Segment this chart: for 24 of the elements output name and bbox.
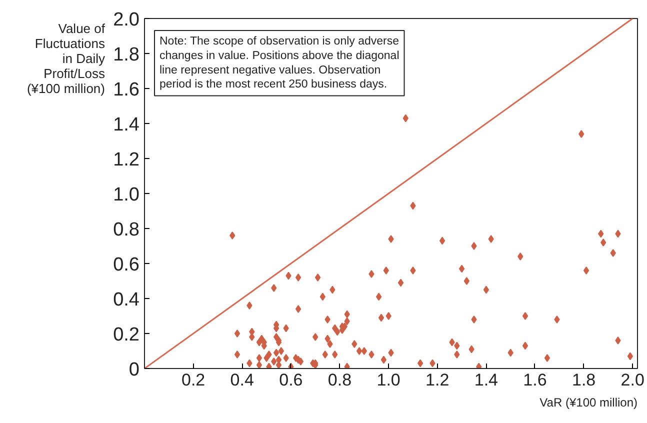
x-tick-label: 1.2 [426,370,450,390]
y-tick-label: 0.4 [113,290,140,310]
x-tick-label: 1.8 [572,370,596,390]
y-tick-label: 0.8 [113,220,140,240]
y-tick-label: 1.8 [113,44,140,66]
x-tick-label: 0.8 [328,370,352,390]
x-tick-label: 1.4 [474,370,498,390]
x-tick-label: 0.6 [279,370,303,390]
y-tick-label: 1.6 [113,80,140,100]
annotation: Note: The scope of observation is only adverse changes in value. Positions above the diagonal line represent negative values. Observation period is the most recent 250 business days. [160,36,400,91]
y-tick-label: 1.4 [113,114,140,136]
x-tick-label: 2.0 [620,370,644,390]
x-tick-label: 1.0 [376,370,400,390]
y-tick-label: 0.6 [113,254,140,276]
y-tick-label: 0 [128,360,140,380]
y-tick-label: 2.0 [113,10,140,30]
y-axis-title: Value of Fluctuations in Daily Profit/Loss (¥100 million) [26,21,105,97]
y-tick-label: 0.2 [113,324,140,346]
x-tick-label: 1.6 [523,370,547,390]
x-tick-label: 0.2 [181,370,206,390]
x-axis-title: VaR (¥100 million) [540,396,638,410]
x-tick-label: 0.4 [230,370,254,390]
y-tick-label: 1.0 [113,184,140,206]
y-tick-label: 1.2 [113,150,140,170]
